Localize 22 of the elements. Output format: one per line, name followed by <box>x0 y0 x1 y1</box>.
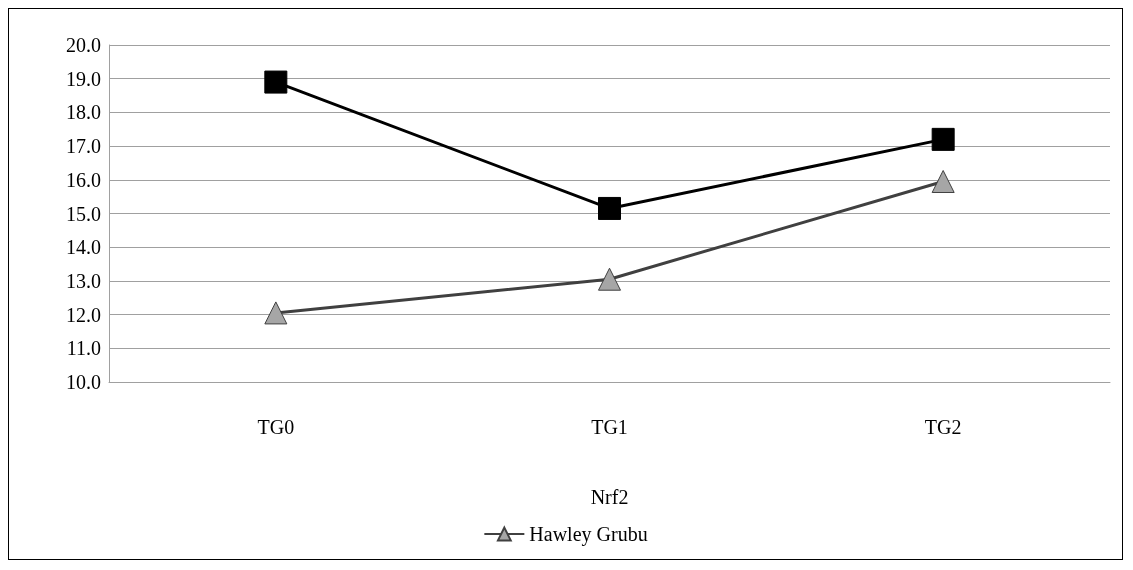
point <box>598 267 621 291</box>
point <box>264 301 288 325</box>
x-tick-label: TG2 <box>924 416 962 438</box>
x-tick-label: TG0 <box>257 416 295 438</box>
y-tick-label: 20.0 <box>66 34 101 56</box>
y-tick-label: 14.0 <box>66 236 101 259</box>
y-tick-label: 13.0 <box>66 269 101 292</box>
point <box>598 196 621 220</box>
y-tick-label: 17.0 <box>66 135 101 158</box>
y-tick-label: 12.0 <box>66 303 101 326</box>
y-tick-label: 15.0 <box>66 202 101 225</box>
y-tick-label: 11.0 <box>66 337 101 360</box>
y-tick-label: 10.0 <box>66 371 101 393</box>
x-tick-label: TG1 <box>591 416 628 438</box>
point <box>931 169 955 193</box>
y-tick-label: 18.0 <box>66 101 101 124</box>
y-tick-label: 19.0 <box>66 67 101 90</box>
point <box>931 127 955 151</box>
point <box>264 70 288 94</box>
legend-label: Hawley Grubu <box>529 523 648 546</box>
x-axis-title: Nrf2 <box>590 486 629 508</box>
y-tick-label: 16.0 <box>66 168 101 191</box>
